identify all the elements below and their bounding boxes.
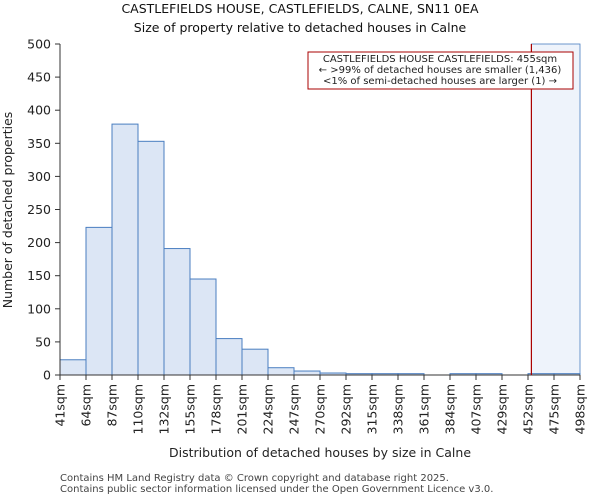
x-tick-label: 429sqm <box>495 384 510 434</box>
bar-201sqm <box>241 348 269 376</box>
bar-87sqm <box>111 123 139 376</box>
annotation-box: CASTLEFIELDS HOUSE CASTLEFIELDS: 455sqm … <box>307 51 574 90</box>
x-tick-label: 155sqm <box>183 384 198 434</box>
x-tick-label: 407sqm <box>469 384 484 434</box>
bar-110sqm <box>137 140 165 376</box>
x-tick-label: 41sqm <box>53 384 68 427</box>
y-tick-label: 500 <box>27 37 51 52</box>
x-tick-label: 498sqm <box>573 384 588 434</box>
chart-title: CASTLEFIELDS HOUSE, CASTLEFIELDS, CALNE,… <box>121 1 479 16</box>
y-tick-label: 50 <box>35 334 51 349</box>
x-tick-label: 87sqm <box>105 384 120 427</box>
annotation-line-1: CASTLEFIELDS HOUSE CASTLEFIELDS: 455sqm <box>323 54 557 65</box>
x-tick-label: 315sqm <box>365 384 380 434</box>
y-tick-label: 100 <box>27 301 51 316</box>
y-tick-label: 0 <box>43 368 51 383</box>
y-tick-label: 350 <box>27 136 51 151</box>
y-axis-label: Number of detached properties <box>0 112 15 309</box>
x-tick-label: 247sqm <box>287 384 302 434</box>
bar-41sqm <box>59 359 87 376</box>
y-tick-label: 250 <box>27 202 51 217</box>
x-tick-label: 270sqm <box>313 384 328 434</box>
footer-line-2: Contains public sector information licen… <box>60 484 494 495</box>
x-tick-label: 452sqm <box>521 384 536 434</box>
bar-247sqm <box>293 370 321 376</box>
x-tick-label: 361sqm <box>417 384 432 434</box>
x-tick-label: 224sqm <box>261 384 276 434</box>
footer-line-1: Contains HM Land Registry data © Crown c… <box>60 473 449 484</box>
x-tick-label: 338sqm <box>391 384 406 434</box>
annotation-line-3: <1% of semi-detached houses are larger (… <box>323 76 557 87</box>
x-tick-label: 475sqm <box>547 384 562 434</box>
y-tick-label: 400 <box>27 103 51 118</box>
y-tick-label: 150 <box>27 268 51 283</box>
bar-132sqm <box>163 248 191 376</box>
bar-224sqm <box>267 367 295 376</box>
x-tick-label: 292sqm <box>339 384 354 434</box>
bar-64sqm <box>85 226 113 376</box>
annotation-line-2: ← >99% of detached houses are smaller (1… <box>319 65 562 76</box>
x-tick-label: 132sqm <box>157 384 172 434</box>
bar-178sqm <box>215 338 243 376</box>
x-tick-label: 110sqm <box>131 384 146 434</box>
x-tick-label: 384sqm <box>443 384 458 434</box>
x-tick-label: 64sqm <box>79 384 94 427</box>
x-tick-label: 178sqm <box>209 384 224 434</box>
y-tick-label: 450 <box>27 70 51 85</box>
x-tick-label: 201sqm <box>235 384 250 434</box>
bar-155sqm <box>189 278 217 376</box>
y-tick-label: 200 <box>27 235 51 250</box>
y-tick-label: 300 <box>27 169 51 184</box>
chart-subtitle: Size of property relative to detached ho… <box>134 20 467 35</box>
x-axis-label: Distribution of detached houses by size … <box>169 445 471 460</box>
highlight-region <box>530 43 581 376</box>
